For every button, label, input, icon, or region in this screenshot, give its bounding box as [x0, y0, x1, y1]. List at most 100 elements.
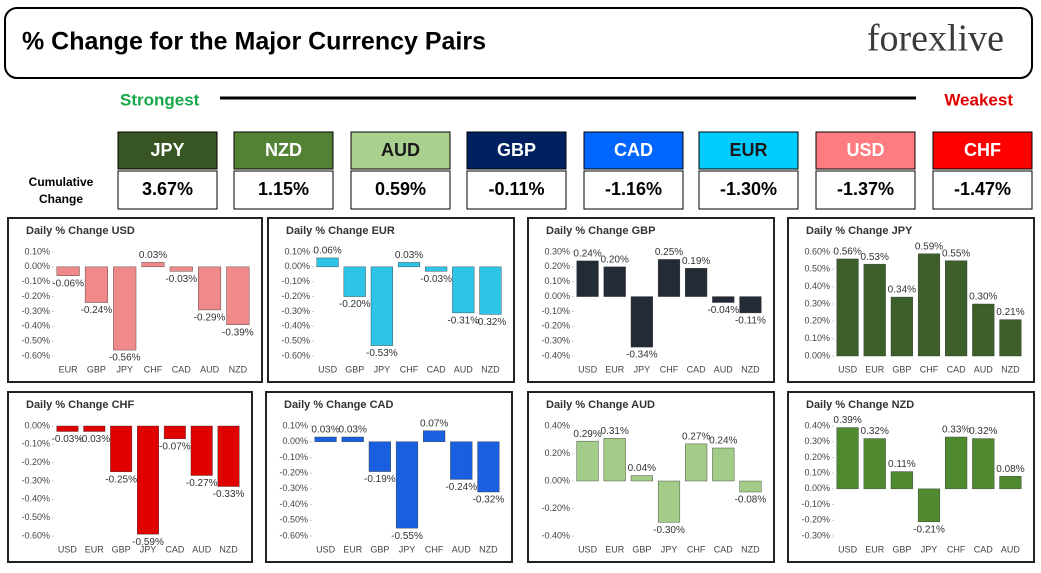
y-tick-label: -0.30% [21, 475, 50, 485]
y-tick-label: -0.30% [279, 483, 308, 493]
currency-box [233, 131, 334, 170]
bar [425, 266, 448, 272]
change-value: 0.59% [375, 179, 426, 199]
x-tick-label: NZD [741, 544, 760, 554]
bar [56, 425, 79, 432]
value-label: 0.59% [915, 241, 943, 252]
change-value: -0.11% [488, 179, 544, 199]
y-tick-label: 0.00% [24, 420, 50, 430]
x-tick-label: AUD [974, 364, 994, 374]
currency-label: NZD [265, 140, 302, 160]
y-tick-label: -0.20% [21, 291, 50, 301]
change-box [350, 170, 451, 210]
bar [576, 260, 599, 297]
value-label: 0.24% [709, 436, 737, 447]
bar [137, 425, 159, 535]
change-value: -1.16% [605, 179, 662, 199]
bar [198, 266, 222, 311]
y-tick-label: 0.10% [544, 276, 570, 286]
value-label: 0.06% [313, 246, 341, 257]
row-label: Cumulative Change [28, 175, 94, 206]
bar [739, 296, 762, 314]
value-label: -0.11% [735, 316, 766, 327]
bar [163, 425, 186, 440]
chart-title: Daily % Change JPY [806, 225, 913, 237]
bar [890, 296, 913, 357]
y-tick-label: 0.60% [804, 246, 830, 256]
x-tick-label: CHF [920, 364, 939, 374]
value-label: 0.19% [682, 256, 710, 267]
value-label: -0.03% [52, 434, 84, 445]
bar [450, 441, 473, 480]
bar [341, 436, 364, 442]
value-label: -0.55% [391, 531, 423, 542]
y-tick-label: -0.10% [281, 276, 310, 286]
chart-panel [7, 391, 253, 563]
y-tick-label: -0.20% [541, 321, 570, 331]
y-tick-label: -0.60% [21, 530, 50, 540]
value-label: 0.03% [339, 425, 367, 436]
currency-label: AUD [381, 140, 420, 160]
change-box [233, 170, 334, 210]
bar [972, 438, 995, 490]
value-label: -0.08% [735, 495, 767, 506]
y-tick-label: 0.00% [544, 291, 570, 301]
value-label: 0.11% [888, 459, 916, 470]
value-label: -0.32% [475, 317, 507, 328]
y-tick-label: 0.30% [804, 298, 830, 308]
value-label: 0.20% [601, 254, 629, 265]
change-value: -1.30% [720, 179, 777, 199]
x-tick-label: AUD [714, 364, 734, 374]
x-tick-label: NZD [1001, 364, 1020, 374]
x-tick-label: JPY [921, 544, 938, 554]
x-tick-label: AUD [454, 364, 474, 374]
change-value: 3.67% [142, 179, 193, 199]
value-label: -0.30% [653, 525, 685, 536]
bar [603, 266, 626, 297]
change-box [583, 170, 684, 210]
y-tick-label: 0.10% [804, 333, 830, 343]
x-tick-label: CAD [165, 544, 185, 554]
bar [477, 441, 500, 493]
y-tick-label: -0.20% [541, 503, 570, 513]
bar [113, 266, 137, 351]
value-label: -0.32% [473, 495, 505, 506]
x-tick-label: JPY [399, 544, 416, 554]
chart-title: Daily % Change CAD [284, 399, 393, 411]
y-tick-label: -0.50% [279, 515, 308, 525]
y-tick-label: -0.60% [279, 530, 308, 540]
bar [452, 266, 475, 314]
value-label: -0.24% [81, 305, 113, 316]
bar [397, 262, 421, 268]
y-tick-label: 0.00% [804, 350, 830, 360]
x-tick-label: JPY [116, 364, 133, 374]
currency-label: GBP [497, 140, 536, 160]
value-label: 0.03% [395, 250, 423, 261]
y-tick-label: -0.10% [801, 499, 830, 509]
x-tick-label: CHF [660, 364, 679, 374]
y-tick-label: -0.30% [21, 306, 50, 316]
bar [190, 425, 213, 476]
y-tick-label: 0.20% [544, 261, 570, 271]
weakest-label: Weakest [944, 90, 1013, 109]
y-tick-label: 0.10% [804, 468, 830, 478]
y-tick-label: -0.50% [21, 336, 50, 346]
bar [836, 258, 859, 357]
y-tick-label: -0.20% [801, 515, 830, 525]
x-tick-label: NZD [479, 544, 498, 554]
x-tick-label: CAD [974, 544, 994, 554]
y-tick-label: 0.10% [24, 246, 50, 256]
value-label: 0.25% [655, 247, 683, 258]
chart-title: Daily % Change GBP [546, 225, 655, 237]
value-label: -0.20% [339, 299, 371, 310]
bar [603, 438, 626, 482]
bar [630, 296, 653, 348]
value-label: 0.55% [942, 248, 970, 259]
x-tick-label: USD [58, 544, 78, 554]
bar [863, 263, 886, 357]
bar [917, 488, 941, 523]
y-tick-label: -0.20% [281, 291, 310, 301]
value-label: -0.21% [913, 524, 945, 535]
bar [685, 443, 708, 482]
value-label: 0.27% [682, 432, 710, 443]
